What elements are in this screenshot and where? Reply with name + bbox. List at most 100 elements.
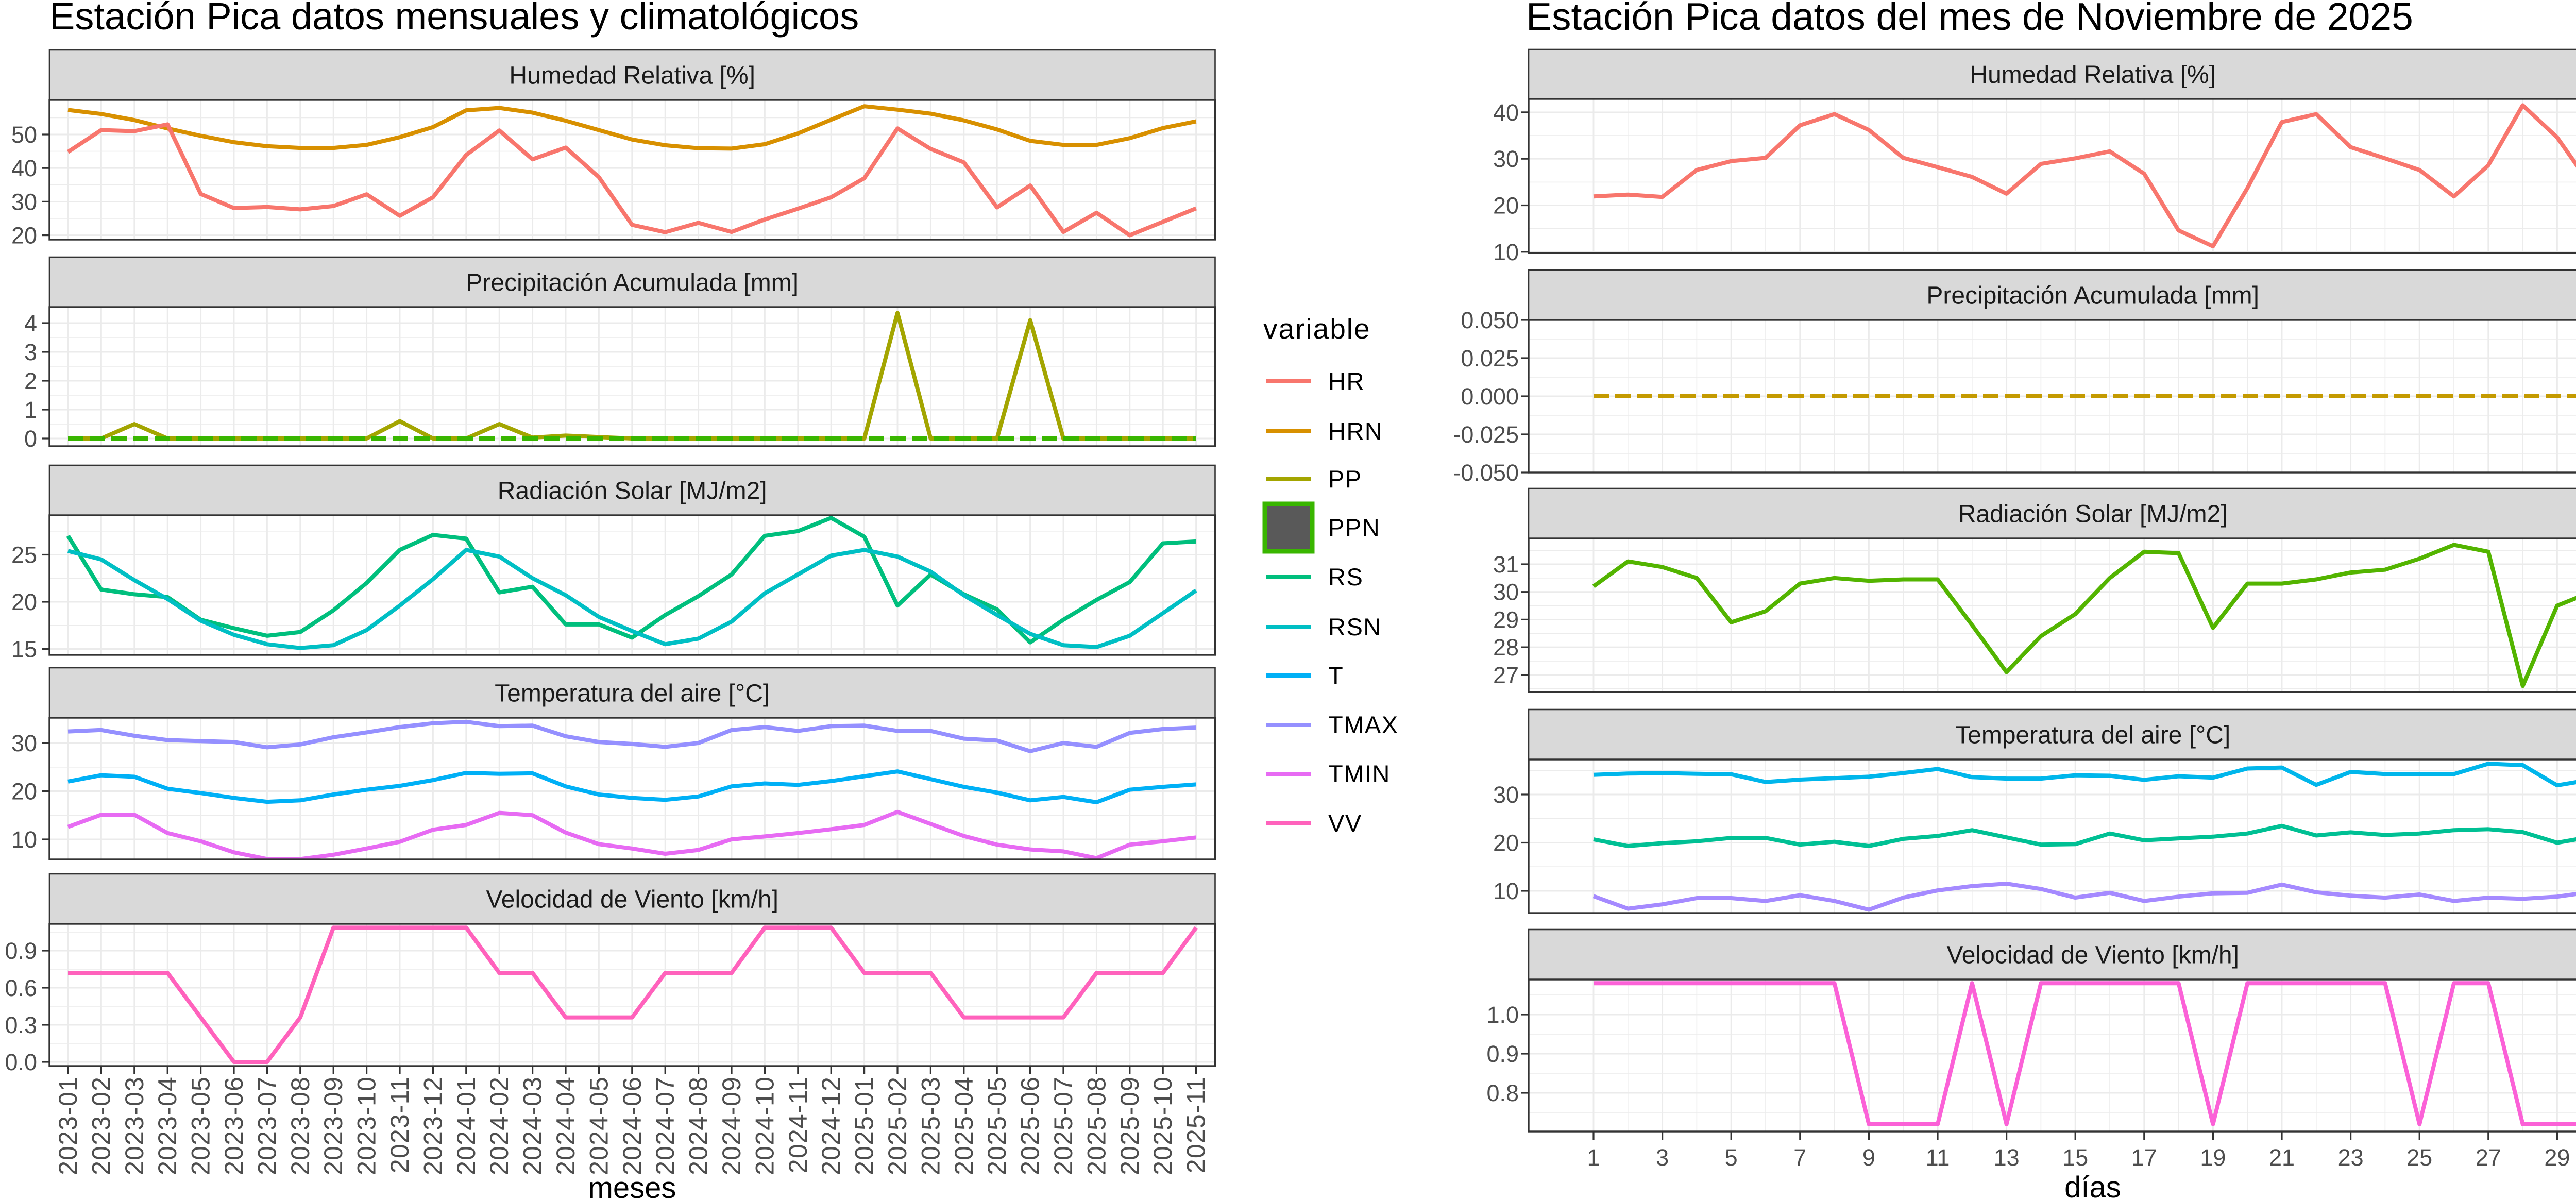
svg-text:2023-01: 2023-01: [54, 1076, 82, 1175]
svg-text:PPN: PPN: [1328, 514, 1380, 541]
svg-text:10: 10: [1493, 878, 1519, 904]
svg-text:días: días: [2064, 1171, 2121, 1199]
svg-text:2025-03: 2025-03: [916, 1076, 945, 1175]
svg-text:Temperatura del aire [°C]: Temperatura del aire [°C]: [495, 680, 770, 707]
svg-text:15: 15: [11, 636, 37, 663]
svg-text:20: 20: [11, 589, 37, 615]
svg-text:2025-04: 2025-04: [950, 1076, 978, 1175]
svg-text:TMAX: TMAX: [1328, 711, 1399, 738]
svg-text:2024-01: 2024-01: [452, 1076, 481, 1175]
svg-text:0.9: 0.9: [5, 938, 37, 964]
svg-text:Precipitación Acumulada [mm]: Precipitación Acumulada [mm]: [466, 269, 799, 297]
svg-text:19: 19: [2200, 1144, 2226, 1171]
svg-text:2024-09: 2024-09: [717, 1076, 746, 1175]
svg-text:2025-11: 2025-11: [1182, 1076, 1211, 1173]
svg-text:20: 20: [1493, 830, 1519, 856]
svg-text:Humedad Relativa [%]: Humedad Relativa [%]: [1970, 61, 2216, 89]
svg-text:2025-05: 2025-05: [982, 1076, 1011, 1175]
svg-text:2025-09: 2025-09: [1115, 1076, 1144, 1175]
svg-text:2023-09: 2023-09: [319, 1076, 348, 1175]
svg-text:Estación Pica datos mensuales: Estación Pica datos mensuales y climatol…: [49, 0, 859, 38]
svg-text:2023-12: 2023-12: [418, 1076, 447, 1175]
svg-text:variable: variable: [1263, 313, 1371, 345]
svg-text:30: 30: [1493, 782, 1519, 808]
svg-text:0.9: 0.9: [1486, 1041, 1519, 1067]
svg-text:28: 28: [1493, 634, 1519, 661]
svg-text:2025-02: 2025-02: [883, 1076, 912, 1175]
svg-text:23: 23: [2338, 1144, 2364, 1171]
svg-text:10: 10: [1493, 239, 1519, 265]
svg-text:29: 29: [2544, 1144, 2570, 1171]
svg-text:11: 11: [1926, 1144, 1950, 1171]
svg-text:0.8: 0.8: [1486, 1080, 1519, 1106]
svg-text:Radiación Solar [MJ/m2]: Radiación Solar [MJ/m2]: [498, 478, 767, 505]
svg-text:2025-06: 2025-06: [1016, 1076, 1045, 1175]
svg-text:2024-08: 2024-08: [684, 1076, 713, 1175]
svg-text:2024-12: 2024-12: [817, 1076, 845, 1175]
svg-text:29: 29: [1493, 606, 1519, 633]
svg-text:1: 1: [24, 397, 37, 423]
svg-text:HR: HR: [1328, 367, 1365, 395]
svg-text:40: 40: [11, 155, 37, 181]
svg-text:Velocidad de Viento [km/h]: Velocidad de Viento [km/h]: [1946, 942, 2239, 969]
svg-text:Humedad Relativa [%]: Humedad Relativa [%]: [509, 62, 755, 90]
svg-text:TMIN: TMIN: [1328, 760, 1391, 787]
svg-text:0.0: 0.0: [5, 1049, 37, 1075]
svg-text:3: 3: [1656, 1144, 1669, 1171]
svg-text:31: 31: [1493, 551, 1519, 578]
svg-text:0.000: 0.000: [1461, 383, 1519, 410]
svg-text:30: 30: [1493, 146, 1519, 172]
svg-text:2024-02: 2024-02: [485, 1076, 514, 1175]
svg-text:10: 10: [11, 826, 37, 853]
svg-text:2023-08: 2023-08: [286, 1076, 315, 1175]
svg-text:2023-03: 2023-03: [120, 1076, 149, 1175]
svg-text:15: 15: [2062, 1144, 2088, 1171]
svg-text:Precipitación Acumulada [mm]: Precipitación Acumulada [mm]: [1926, 282, 2259, 310]
svg-text:-0.050: -0.050: [1453, 460, 1519, 486]
svg-text:30: 30: [1493, 579, 1519, 605]
svg-text:2024-06: 2024-06: [618, 1076, 647, 1175]
svg-text:13: 13: [1994, 1144, 2020, 1171]
svg-text:Velocidad de Viento [km/h]: Velocidad de Viento [km/h]: [486, 886, 778, 914]
svg-text:30: 30: [11, 189, 37, 215]
svg-text:5: 5: [1725, 1144, 1738, 1171]
svg-text:30: 30: [11, 730, 37, 756]
svg-text:2023-02: 2023-02: [87, 1076, 115, 1175]
svg-text:40: 40: [1493, 99, 1519, 126]
svg-text:2023-06: 2023-06: [219, 1076, 248, 1175]
svg-text:2024-07: 2024-07: [651, 1076, 680, 1175]
svg-text:PP: PP: [1328, 465, 1362, 493]
svg-text:0.050: 0.050: [1461, 307, 1519, 333]
svg-text:17: 17: [2131, 1144, 2157, 1171]
svg-text:2025-07: 2025-07: [1049, 1076, 1078, 1175]
svg-text:2: 2: [24, 368, 37, 394]
svg-text:2024-11: 2024-11: [784, 1076, 812, 1173]
svg-text:HRN: HRN: [1328, 417, 1383, 445]
svg-text:2023-10: 2023-10: [352, 1076, 381, 1175]
svg-text:2023-11: 2023-11: [385, 1076, 414, 1173]
svg-text:7: 7: [1793, 1144, 1806, 1171]
svg-text:2023-04: 2023-04: [153, 1076, 182, 1175]
svg-text:0.025: 0.025: [1461, 345, 1519, 371]
svg-text:meses: meses: [588, 1171, 676, 1199]
svg-text:VV: VV: [1328, 809, 1362, 837]
svg-text:RS: RS: [1328, 563, 1363, 590]
svg-text:Radiación Solar [MJ/m2]: Radiación Solar [MJ/m2]: [1958, 501, 2228, 528]
svg-text:2024-04: 2024-04: [551, 1076, 580, 1175]
svg-text:Temperatura del aire [°C]: Temperatura del aire [°C]: [1955, 722, 2230, 749]
svg-text:1.0: 1.0: [1486, 1002, 1519, 1028]
svg-text:2023-05: 2023-05: [187, 1076, 215, 1175]
svg-text:2024-05: 2024-05: [584, 1076, 613, 1175]
svg-text:25: 25: [2406, 1144, 2432, 1171]
svg-text:21: 21: [2269, 1144, 2295, 1171]
svg-text:3: 3: [24, 339, 37, 365]
svg-text:1: 1: [1587, 1144, 1600, 1171]
svg-text:20: 20: [11, 223, 37, 249]
svg-text:2024-10: 2024-10: [750, 1076, 779, 1175]
svg-text:20: 20: [1493, 193, 1519, 219]
svg-text:0.6: 0.6: [5, 975, 37, 1001]
svg-text:50: 50: [11, 122, 37, 148]
svg-text:4: 4: [24, 310, 37, 336]
svg-text:RSN: RSN: [1328, 613, 1382, 640]
svg-text:20: 20: [11, 779, 37, 805]
